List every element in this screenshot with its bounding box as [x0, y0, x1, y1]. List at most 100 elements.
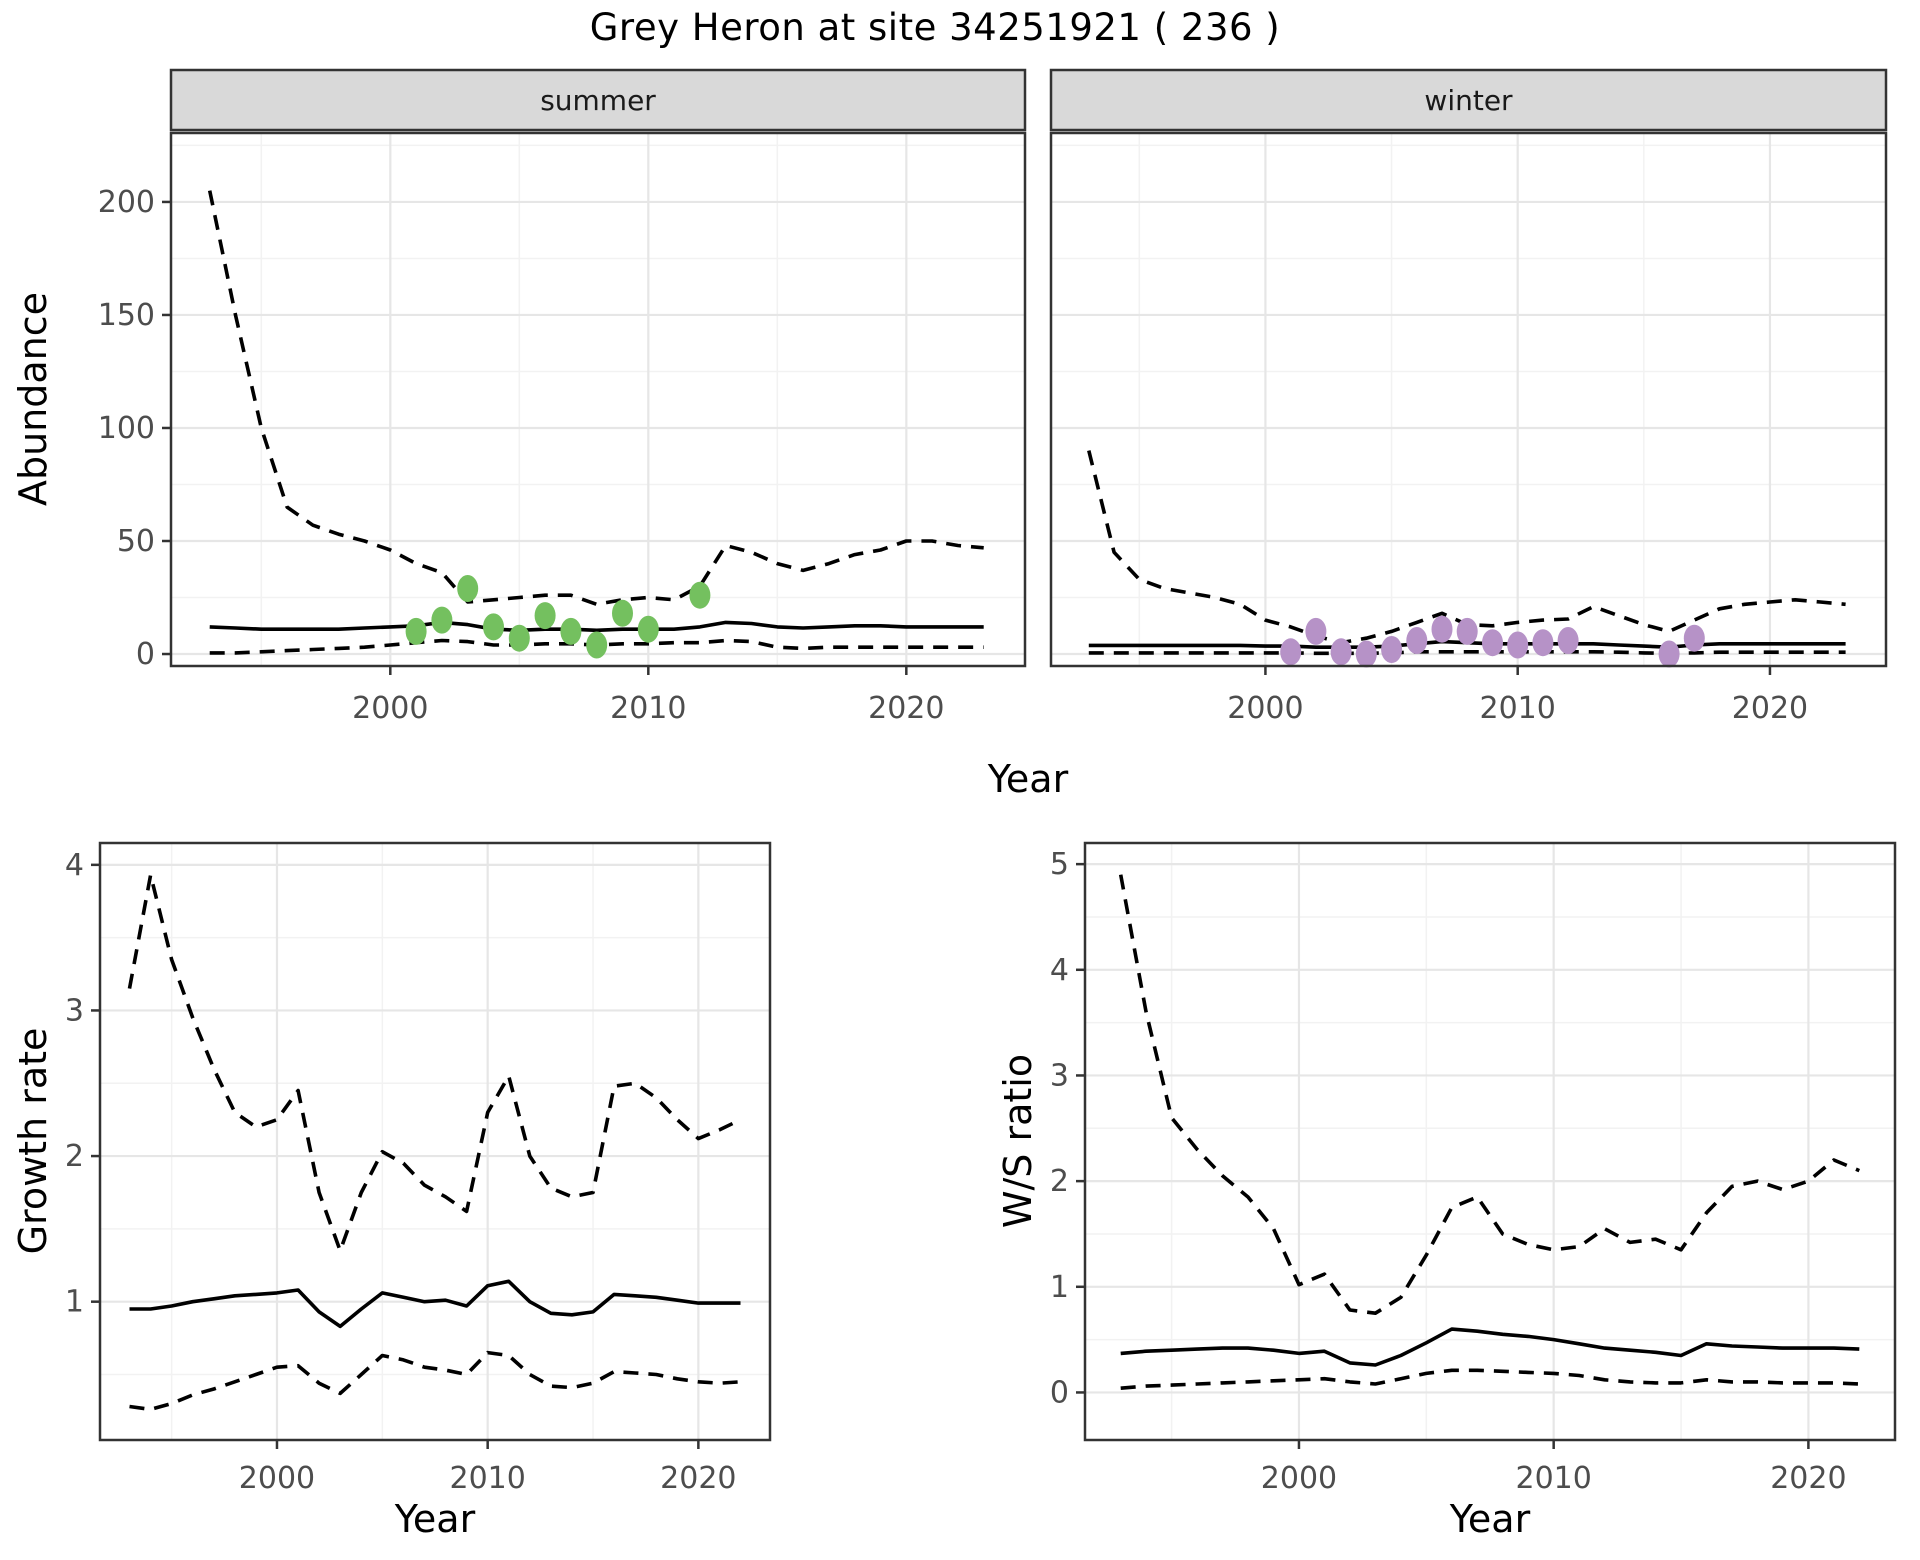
observation-point	[534, 602, 556, 630]
observation-point	[1557, 627, 1579, 654]
x-tick-label: 2020	[868, 691, 944, 726]
observation-point	[1658, 640, 1680, 668]
lower-95ci-line-growth-rate	[129, 1350, 741, 1412]
grid-major	[100, 843, 770, 1440]
observation-point	[508, 624, 530, 652]
observation-point	[1406, 627, 1428, 654]
grid-major	[1051, 133, 1886, 666]
axis-tick-labels: 2000 2010 2020 0 1 2 3 4 5	[1050, 847, 1847, 1496]
axis-tick-labels: 2000 2010 2020	[1227, 691, 1808, 726]
panel-border	[169, 131, 1027, 668]
observation-point	[405, 617, 427, 645]
grid-minor	[100, 843, 770, 1440]
grid-major	[1085, 843, 1895, 1440]
x-tick-label: 2010	[449, 1461, 525, 1496]
panel-ws_ratio: 2000 2010 2020 0 1 2 3 4 5 W/S ratio Year	[996, 841, 1897, 1541]
observation-point	[1507, 631, 1529, 659]
x-axis-title-abundance: Year	[987, 757, 1069, 801]
y-tick-label: 0	[1050, 1375, 1069, 1410]
panel-background	[171, 133, 1025, 666]
chart-title: Grey Heron at site 34251921 ( 236 )	[589, 6, 1281, 49]
observation-point	[586, 631, 608, 659]
facet-strip-label: summer	[540, 84, 656, 117]
x-tick-label: 2000	[352, 691, 428, 726]
x-tick-label: 2000	[1261, 1461, 1337, 1496]
y-axis-title-abundance: Abundance	[11, 292, 55, 506]
axis-tick-labels: 2000 2010 2020 1 2 3 4	[65, 848, 737, 1496]
observation-point	[689, 581, 711, 609]
observation-point	[612, 599, 633, 627]
facet-strip-summer	[169, 68, 1027, 132]
y-tick-label: 4	[65, 848, 84, 883]
axis-tick-labels: 2000 2010 2020 0 50 100 150 200	[98, 185, 945, 726]
panel-border	[98, 841, 772, 1442]
y-tick-label: 0	[136, 637, 155, 672]
median-line-growth-rate	[129, 1279, 741, 1329]
upper-95ci-line-growth-rate	[127, 873, 742, 1253]
x-tick-label: 2010	[1515, 1461, 1591, 1496]
axis-ticks	[162, 200, 908, 675]
median-line-ws-ratio	[1120, 1327, 1860, 1367]
median-line-abundance-summer	[209, 620, 984, 633]
facet-strip-label: winter	[1424, 84, 1513, 117]
x-tick-label: 2010	[1480, 691, 1556, 726]
panel-border	[1049, 131, 1888, 668]
y-tick-label: 1	[65, 1285, 84, 1320]
x-tick-label: 2020	[1770, 1461, 1846, 1496]
observation-point	[560, 617, 582, 645]
y-tick-label: 3	[1050, 1058, 1069, 1093]
x-tick-label: 2020	[1732, 691, 1808, 726]
observation-point	[637, 615, 659, 643]
grid-minor	[1085, 843, 1895, 1440]
axis-ticks	[1076, 862, 1810, 1449]
y-tick-label: 100	[98, 411, 155, 446]
observation-point	[1456, 617, 1478, 645]
grid-minor	[171, 133, 1025, 666]
panel-background	[1085, 843, 1895, 1440]
y-tick-label: 150	[98, 298, 155, 333]
observation-point	[1532, 629, 1554, 657]
observation-point	[1330, 638, 1352, 666]
observation-point	[1381, 636, 1403, 663]
panel-abundance_summer: 2000 2010 2020 0 50 100 150 200 summer	[98, 68, 1027, 726]
observation-point	[1355, 640, 1377, 668]
observation-point	[1431, 615, 1453, 643]
observation-point	[431, 606, 453, 634]
upper-95ci-line-ws-ratio	[1118, 874, 1860, 1315]
y-tick-label: 2	[65, 1139, 84, 1174]
x-axis-title-ws-ratio: Year	[1449, 1497, 1531, 1541]
x-tick-label: 2000	[239, 1461, 315, 1496]
grid-major	[171, 133, 1025, 666]
observation-point	[1305, 617, 1327, 645]
axis-ticks	[91, 863, 700, 1449]
panel-growth_rate: 2000 2010 2020 1 2 3 4 Growth rate Year	[11, 841, 772, 1541]
x-axis-title-growth-rate: Year	[394, 1497, 476, 1541]
x-tick-label: 2010	[610, 691, 686, 726]
facet-strip-winter	[1049, 68, 1888, 132]
y-tick-label: 4	[1050, 953, 1069, 988]
observation-point	[1280, 638, 1302, 666]
winter-observations	[1280, 615, 1705, 668]
observation-point	[1683, 624, 1705, 652]
observation-point	[1482, 629, 1503, 657]
y-axis-title-growth-rate: Growth rate	[11, 1028, 55, 1255]
grid-minor	[1051, 133, 1886, 666]
summer-observations	[405, 575, 711, 659]
upper-95ci-line-abundance-summer	[207, 190, 984, 607]
y-tick-label: 2	[1050, 1164, 1069, 1199]
lower-95ci-line-abundance-winter	[1088, 650, 1846, 656]
observation-point	[457, 575, 479, 602]
observation-point	[483, 613, 504, 641]
axis-ticks	[1264, 666, 1772, 675]
y-tick-label: 50	[117, 524, 155, 559]
x-tick-label: 2000	[1227, 691, 1303, 726]
y-tick-label: 200	[98, 185, 155, 220]
panel-background	[100, 843, 770, 1440]
y-tick-label: 1	[1050, 1270, 1069, 1305]
y-tick-label: 3	[65, 993, 84, 1028]
y-tick-label: 5	[1050, 847, 1069, 882]
y-axis-title-ws-ratio: W/S ratio	[996, 1054, 1040, 1228]
panel-background	[1051, 133, 1886, 666]
